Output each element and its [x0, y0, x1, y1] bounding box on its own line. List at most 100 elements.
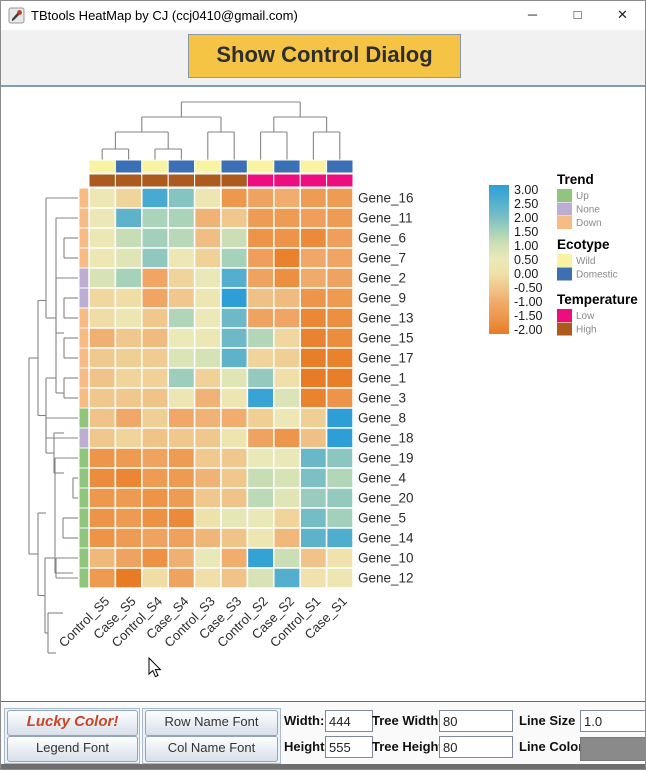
heatmap-cell — [141, 347, 169, 369]
trend-annotation-cell — [78, 507, 90, 529]
heatmap-cell — [246, 507, 275, 529]
heatmap-cell — [299, 187, 328, 209]
heatmap-cell — [88, 427, 117, 449]
gene-label: Gene_13 — [358, 311, 414, 326]
heatmap-cell — [167, 467, 196, 489]
gene-label: Gene_8 — [358, 411, 406, 426]
gene-label: Gene_20 — [358, 491, 414, 506]
heatmap-cell — [141, 507, 169, 529]
scale-tick-label: -2.00 — [514, 323, 543, 337]
heatmap-cell — [246, 267, 275, 289]
legend-font-button[interactable]: Legend Font — [7, 736, 138, 762]
heatmap-cell — [193, 187, 222, 209]
legend-trend: Trend Up None Down — [557, 172, 602, 229]
legend-title: Temperature — [557, 292, 638, 307]
heatmap-cell — [246, 227, 275, 249]
heatmap-cell — [167, 227, 196, 249]
trend-annotation-cell — [78, 387, 90, 409]
heatmap-cell — [193, 267, 222, 289]
heatmap-cell — [193, 227, 222, 249]
line-size-input[interactable] — [580, 710, 645, 732]
heatmap-cell — [141, 367, 169, 389]
heatmap-cell — [193, 527, 222, 549]
heatmap-cell — [88, 567, 117, 589]
heatmap-cell — [273, 487, 301, 509]
tree-height-input[interactable] — [439, 736, 513, 758]
heatmap-cell — [141, 427, 169, 449]
heatmap-cell — [167, 387, 196, 409]
heatmap-cell — [141, 247, 169, 269]
temperature-annotation-cell — [88, 173, 116, 188]
heatmap-cell — [299, 447, 328, 469]
maximize-button[interactable]: □ — [573, 7, 582, 22]
heatmap-cell — [220, 427, 249, 449]
trend-annotation-cell — [78, 347, 90, 369]
heatmap-cell — [167, 427, 196, 449]
temperature-annotation-cell — [141, 173, 169, 188]
heatmap-cell — [325, 527, 354, 549]
gene-label: Gene_7 — [358, 251, 406, 266]
cursor-arrow — [148, 656, 162, 678]
legend-item-label: None — [576, 205, 600, 216]
heatmap-cell — [167, 307, 196, 329]
heatmap-cell — [273, 407, 301, 429]
heatmap-cell — [141, 547, 169, 569]
lucky-color-button[interactable]: Lucky Color! — [7, 710, 138, 736]
gene-label: Gene_9 — [358, 291, 406, 306]
show-control-dialog-button[interactable]: Show Control Dialog — [188, 34, 461, 78]
width-input[interactable] — [325, 710, 373, 732]
heatmap-cell — [88, 207, 117, 229]
legend-item-label: Low — [576, 311, 595, 322]
heatmap-cell — [273, 247, 301, 269]
row-dendrogram — [28, 197, 78, 654]
minimize-button[interactable]: ─ — [527, 7, 538, 22]
heatmap-cell — [220, 227, 249, 249]
heatmap-cell — [325, 227, 354, 249]
row-name-font-button[interactable]: Row Name Font — [145, 710, 278, 736]
heatmap-cell — [246, 187, 275, 209]
heatmap-cell — [273, 567, 301, 589]
heatmap-cell — [114, 427, 143, 449]
gene-label: Gene_11 — [358, 211, 413, 226]
legend-item-label: Up — [576, 191, 589, 202]
heatmap-cell — [299, 227, 328, 249]
heatmap-cell — [88, 267, 117, 289]
heatmap-cell — [325, 347, 354, 369]
heatmap-cell — [193, 327, 222, 349]
heatmap-cell — [220, 467, 249, 489]
heatmap-cell — [114, 347, 143, 369]
heatmap-cell — [325, 327, 354, 349]
scale-tick-label: 3.00 — [514, 183, 538, 197]
scale-tick-label: 0.00 — [514, 267, 538, 281]
line-color-swatch[interactable] — [580, 737, 645, 761]
heatmap-plot: Gene_16 Gene_11 Gene_6 Gene_7 Gene_2 Gene_9 Ge… — [1, 87, 645, 701]
heatmap-cell — [325, 507, 354, 529]
close-button[interactable]: ✕ — [617, 7, 628, 22]
heatmap-cell — [246, 367, 275, 389]
heatmap-cell — [325, 567, 354, 589]
heatmap-cell — [325, 387, 354, 409]
heatmap-cell — [114, 247, 143, 269]
tree-width-input[interactable] — [439, 710, 513, 732]
scale-tick-label: 1.50 — [514, 225, 538, 239]
heatmap-cell — [167, 287, 196, 309]
heatmap-cell — [246, 407, 275, 429]
heatmap-cell — [246, 567, 275, 589]
heatmap-cell — [325, 247, 354, 269]
temperature-annotation-cell — [167, 173, 196, 188]
col-name-font-button[interactable]: Col Name Font — [145, 736, 278, 762]
heatmap-cell — [325, 267, 354, 289]
heatmap-cell — [88, 227, 117, 249]
heatmap-cell — [220, 387, 249, 409]
heatmap-cell — [193, 567, 222, 589]
gene-label: Gene_12 — [358, 571, 414, 586]
heatmap-cell — [325, 287, 354, 309]
scale-tick-label: 2.00 — [514, 211, 538, 225]
height-input[interactable] — [325, 736, 373, 758]
gene-label: Gene_19 — [358, 451, 414, 466]
heatmap-cell — [167, 247, 196, 269]
heatmap-cell — [299, 407, 328, 429]
heatmap-cell — [88, 547, 117, 569]
gene-label: Gene_10 — [358, 551, 414, 566]
heatmap-cell — [141, 527, 169, 549]
